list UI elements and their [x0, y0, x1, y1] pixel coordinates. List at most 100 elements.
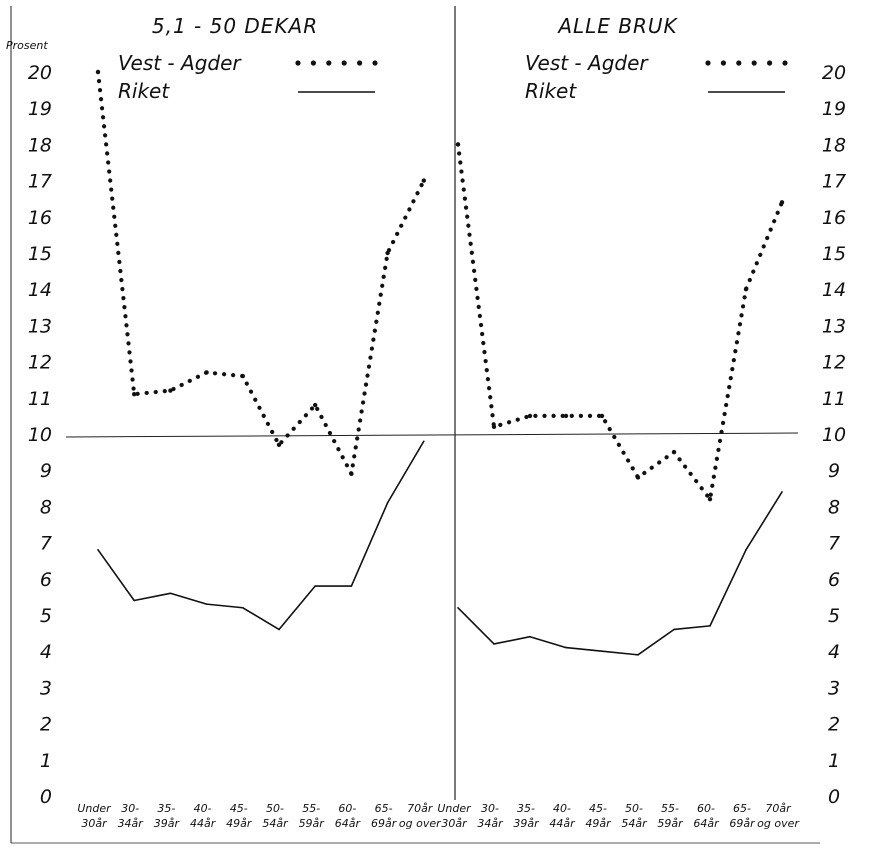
y-tick-label-left: 11: [28, 388, 52, 410]
legend-label: Vest - Agder: [525, 51, 649, 75]
y-tick-label-right: 8: [828, 496, 840, 518]
data-point-vest-agder: [707, 496, 713, 502]
y-tick-label-left: 19: [28, 98, 52, 120]
data-point-riket: [205, 603, 208, 605]
y-tick-label-right: 5: [828, 605, 840, 627]
x-tick-label: Under: [437, 802, 472, 815]
panel-title: ALLE BRUK: [556, 14, 678, 38]
x-tick-label: 55-: [302, 802, 320, 815]
y-tick-label-right: 1: [828, 750, 840, 772]
data-point-riket: [278, 628, 280, 631]
y-tick-label-right: 20: [822, 62, 846, 84]
unit-label: Prosent: [6, 39, 48, 52]
legend-dot-marker: [357, 60, 363, 66]
x-tick-label: 54år: [262, 817, 289, 830]
x-tick-label: 35-: [157, 802, 175, 815]
x-tick-label: 64år: [693, 817, 720, 830]
x-tick-label: Under: [77, 802, 112, 815]
y-tick-label-left: 2: [40, 714, 52, 736]
x-tick-label: 69år: [729, 817, 756, 830]
x-tick-label: 30år: [81, 817, 108, 830]
x-tick-label: 50-: [625, 802, 643, 815]
data-point-vest-agder: [349, 471, 354, 477]
data-point-vest-agder: [671, 449, 677, 455]
panel-title: 5,1 - 50 DEKAR: [152, 14, 318, 38]
y-tick-label-right: 11: [822, 388, 846, 410]
data-point-vest-agder: [743, 287, 749, 292]
data-point-riket: [673, 628, 675, 631]
x-tick-label: 40-: [194, 802, 212, 815]
y-tick-label-right: 6: [828, 569, 840, 591]
legend-dot-marker: [767, 60, 773, 66]
data-point-vest-agder: [779, 200, 785, 205]
x-tick-label: 59år: [299, 817, 326, 830]
y-tick-label-right: 16: [822, 207, 846, 229]
data-point-vest-agder: [132, 391, 137, 397]
x-tick-label: 40-: [553, 802, 571, 815]
y-tick-label-left: 20: [28, 62, 52, 84]
data-point-riket: [314, 585, 317, 587]
y-tick-label-left: 18: [28, 134, 52, 156]
data-point-vest-agder: [95, 69, 101, 75]
data-point-riket: [350, 585, 353, 587]
data-point-riket: [423, 440, 425, 443]
x-tick-label: 70år: [765, 802, 792, 815]
data-point-riket: [709, 625, 711, 627]
y-tick-label-right: 13: [822, 315, 846, 337]
x-tick-label: 39år: [513, 817, 540, 830]
data-point-vest-agder: [385, 250, 390, 256]
data-point-riket: [169, 592, 172, 595]
x-tick-label: 49år: [226, 817, 253, 830]
x-tick-label: 65-: [375, 802, 393, 815]
y-tick-label-left: 8: [40, 496, 52, 518]
legend-dot-marker: [295, 60, 301, 66]
x-tick-label: 35-: [517, 802, 535, 815]
data-point-riket: [637, 654, 639, 656]
legend-label: Riket: [118, 79, 170, 103]
data-point-riket: [97, 549, 99, 551]
data-point-riket: [133, 599, 135, 602]
x-tick-label: 45-: [230, 802, 248, 815]
legend-dot-marker: [341, 60, 347, 66]
x-tick-label: 30-: [481, 802, 499, 815]
legend-dot-marker: [720, 60, 727, 66]
data-point-vest-agder: [421, 178, 426, 183]
y-tick-label-left: 12: [28, 352, 52, 374]
data-point-riket: [386, 501, 389, 504]
legend-dot-marker: [705, 60, 711, 66]
legend-dot-marker: [782, 60, 788, 66]
y-tick-label-left: 9: [40, 460, 52, 482]
data-point-vest-agder: [455, 142, 461, 147]
y-tick-label-right: 12: [822, 352, 846, 374]
y-tick-label-left: 14: [28, 279, 52, 301]
legend-dot-marker: [736, 60, 742, 66]
y-tick-label-left: 5: [40, 605, 52, 627]
x-tick-label: og over: [757, 817, 800, 830]
x-tick-label: 50-: [266, 802, 284, 815]
y-tick-label-right: 19: [822, 98, 846, 120]
y-tick-label-left: 1: [40, 750, 52, 772]
x-tick-label: 65-: [733, 802, 751, 815]
x-tick-label: 34år: [118, 817, 145, 830]
data-point-riket: [745, 549, 747, 551]
x-tick-label: 39år: [154, 817, 181, 830]
series-line-dekar-vest-agder: [95, 69, 426, 481]
legend-dot-marker: [372, 60, 378, 66]
y-tick-label-left: 7: [40, 533, 52, 555]
series-line-alle-riket: [457, 491, 783, 656]
y-tick-label-right: 7: [828, 533, 840, 555]
y-tick-label-left: 4: [40, 641, 52, 663]
x-tick-label: 60-: [338, 802, 356, 815]
data-point-vest-agder: [168, 388, 173, 393]
x-tick-label: 69år: [371, 817, 398, 830]
data-point-riket: [529, 635, 531, 638]
data-point-vest-agder: [240, 373, 245, 379]
y-tick-label-right: 18: [822, 134, 846, 156]
y-tick-label-left: 3: [40, 677, 52, 699]
y-tick-label-left: 16: [28, 207, 52, 229]
legend-dot-marker: [326, 60, 332, 66]
x-tick-label: 49år: [585, 817, 612, 830]
data-point-vest-agder: [491, 424, 497, 429]
x-tick-label: 30år: [441, 817, 468, 830]
